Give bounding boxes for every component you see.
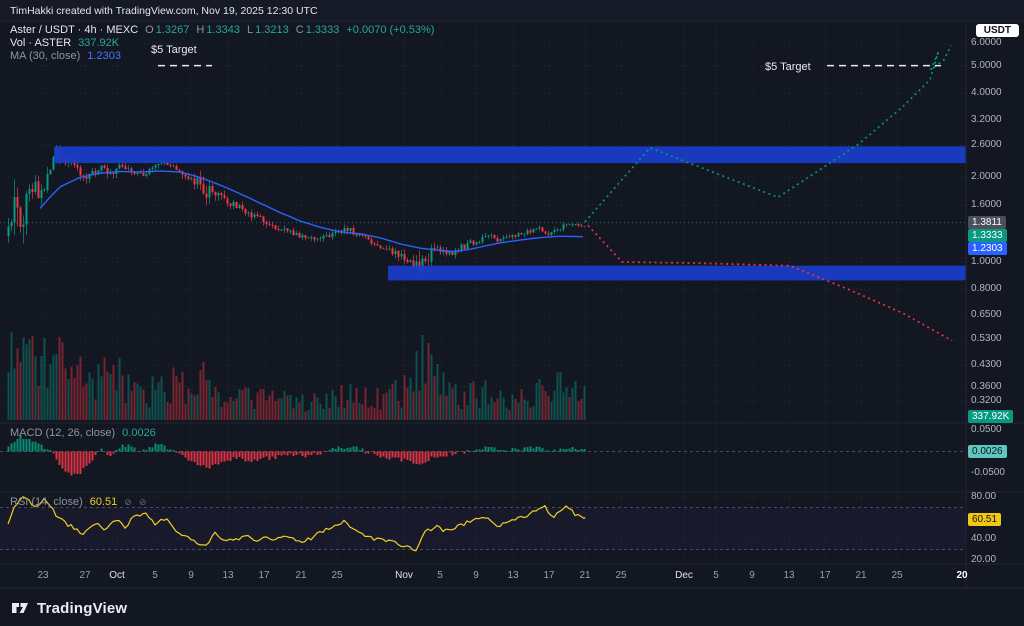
tradingview-logo-icon	[12, 603, 28, 613]
time-axis-label: 27	[79, 570, 91, 581]
axis-label: 0.3200	[971, 395, 1002, 406]
axis-label: 80.00	[971, 491, 997, 502]
time-axis-label: 17	[819, 570, 831, 581]
macd-label: MACD (12, 26, close)	[10, 427, 116, 439]
ma-legend[interactable]: MA (30, close) 1.2303	[10, 50, 121, 62]
axis-label: -0.0500	[971, 467, 1005, 478]
volume-value: 337.92K	[78, 37, 120, 49]
time-axis-label: 21	[579, 570, 591, 581]
time-axis-label: 5	[713, 570, 719, 581]
rsi-hide-icon[interactable]: ⊘	[124, 497, 132, 507]
change-value: +0.0070 (+0.53%)	[346, 24, 435, 36]
axis-label: 1.0000	[971, 256, 1002, 267]
axis-label: 3.2000	[971, 114, 1002, 126]
low-label: L	[246, 24, 254, 36]
rsi-badge: 60.51	[968, 513, 1002, 526]
time-axis-label: 25	[615, 570, 627, 581]
time-axis-label: 23	[37, 570, 49, 581]
axis-label: 4.0000	[971, 86, 1002, 98]
high-value: 1.3343	[206, 24, 240, 36]
time-axis-label: 21	[295, 570, 307, 581]
volume-legend[interactable]: Vol · ASTER 337.92K	[10, 37, 119, 49]
price-axis[interactable]: 1.3811 1.3333 1.2303 337.92K 0.0026 60.5…	[966, 21, 1024, 588]
macd-badge: 0.0026	[968, 445, 1007, 458]
high-label: H	[196, 24, 205, 36]
price-badge-ma: 1.2303	[968, 242, 1007, 255]
time-axis-label: 25	[331, 570, 343, 581]
open-value: 1.3267	[155, 24, 190, 36]
axis-label: 0.4300	[971, 358, 1002, 370]
time-axis-label: 9	[473, 570, 479, 581]
time-axis-label: 5	[152, 570, 158, 581]
ma-label: MA (30, close)	[10, 50, 81, 62]
symbol-title: Aster / USDT · 4h · MEXC	[10, 24, 139, 36]
target-annotation-right[interactable]: $5 Target	[765, 61, 811, 73]
tradingview-logo[interactable]: TradingView	[10, 598, 127, 618]
axis-label: 20.00	[971, 554, 997, 565]
macd-legend[interactable]: MACD (12, 26, close) 0.0026	[10, 427, 156, 439]
time-axis-label: 25	[891, 570, 903, 581]
low-value: 1.3213	[255, 24, 289, 36]
time-axis-label: 13	[507, 570, 519, 581]
time-axis-label: 9	[749, 570, 755, 581]
time-axis-label: 5	[437, 570, 443, 581]
rsi-settings-icon[interactable]: ⊘	[138, 497, 147, 507]
axis-label: 2.0000	[971, 171, 1002, 183]
close-label: C	[295, 24, 304, 36]
axis-label: 0.6500	[971, 308, 1002, 320]
time-axis[interactable]: 23 27 Oct 5 9 13 17 21 25 Nov 5 9 13 17 21 25 Dec 5 9 13 17 2…	[0, 566, 968, 588]
axis-label: 40.00	[971, 533, 997, 544]
time-axis-label: 13	[222, 570, 234, 581]
macd-value: 0.0026	[122, 427, 156, 439]
rsi-label: RSI (14, close)	[10, 496, 83, 508]
axis-label: 0.0500	[971, 424, 1002, 435]
symbol-legend[interactable]: Aster / USDT · 4h · MEXC O 1.3267 H 1.3343…	[10, 24, 434, 36]
attribution-bar: TimHakki created with TradingView.com, N…	[0, 0, 1024, 22]
close-value: 1.3333	[305, 24, 340, 36]
price-badge-upper: 1.3811	[968, 216, 1006, 229]
time-axis-label: Nov	[395, 570, 413, 581]
axis-label: 2.6000	[971, 139, 1002, 151]
axis-label: 6.0000	[971, 37, 1002, 49]
time-axis-label: 9	[188, 570, 194, 581]
axis-label: 0.8000	[971, 283, 1002, 295]
time-axis-label: 20	[956, 570, 968, 581]
target-annotation-left[interactable]: $5 Target	[151, 44, 197, 56]
time-axis-label: Oct	[109, 570, 125, 581]
open-label: O	[145, 24, 154, 36]
brand-text: TradingView	[37, 599, 128, 617]
ma-value: 1.2303	[87, 50, 121, 62]
time-axis-label: 17	[543, 570, 555, 581]
footer-bar: TradingView	[0, 588, 1024, 626]
time-axis-label: Dec	[675, 570, 693, 581]
axis-label: 0.5300	[971, 333, 1002, 345]
axis-label: 1.6000	[971, 198, 1002, 210]
axis-label: 0.3600	[971, 380, 1002, 392]
axis-label: 5.0000	[971, 59, 1002, 71]
time-axis-label: 21	[855, 570, 867, 581]
rsi-legend[interactable]: RSI (14, close) 60.51 ⊘ ⊘	[10, 496, 146, 508]
price-badge-last: 1.3333	[968, 229, 1007, 242]
volume-label: Vol · ASTER	[10, 37, 72, 49]
volume-badge: 337.92K	[968, 410, 1014, 423]
rsi-value: 60.51	[89, 496, 118, 508]
currency-button[interactable]: USDT	[975, 24, 1019, 37]
time-axis-label: 17	[258, 570, 270, 581]
attribution-text: TimHakki created with TradingView.com, N…	[10, 4, 318, 17]
time-axis-label: 13	[783, 570, 795, 581]
